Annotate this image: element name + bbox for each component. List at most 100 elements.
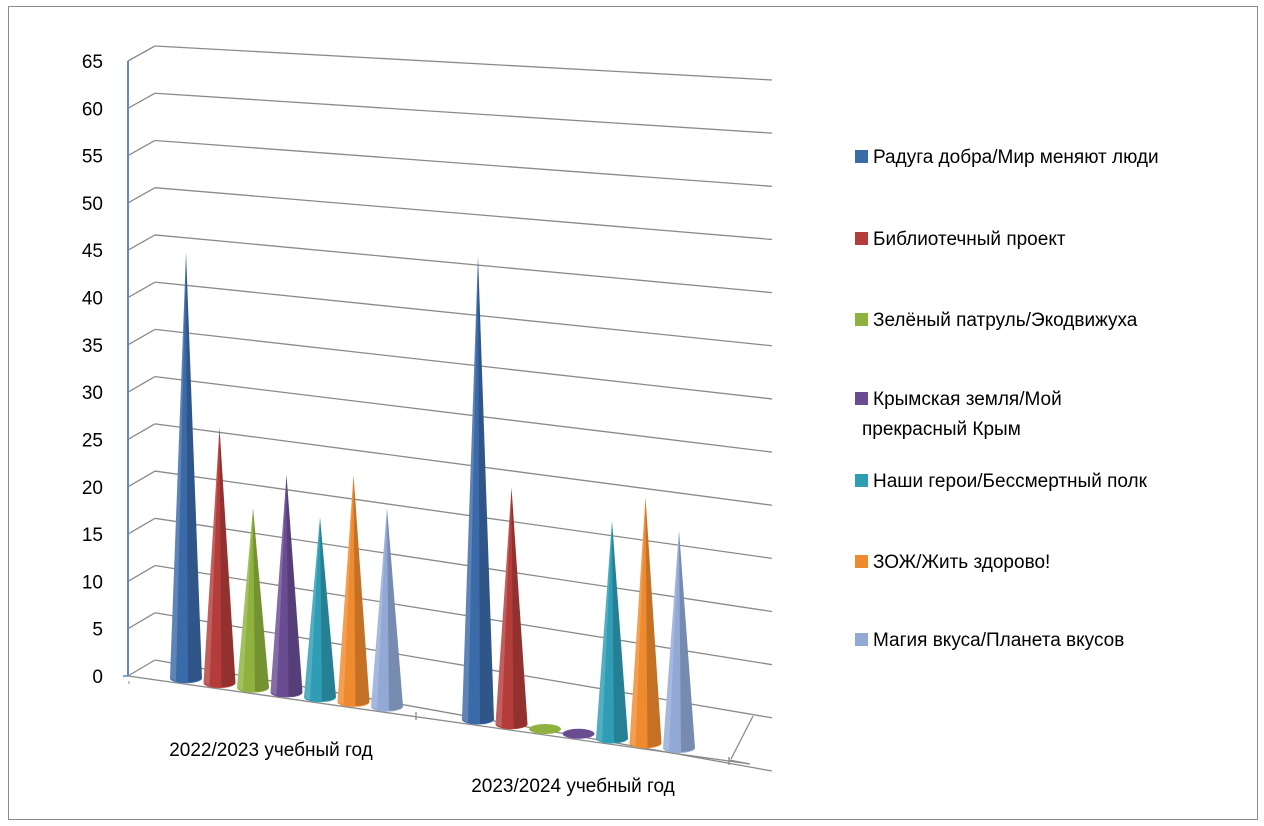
gridline-side: [127, 517, 156, 535]
legend-swatch: [855, 313, 868, 326]
y-tick-label: 65: [82, 52, 103, 73]
y-tick-label: 5: [92, 620, 103, 641]
cone: [270, 474, 303, 698]
y-tick-label: 55: [82, 147, 103, 168]
gridline-side: [127, 470, 156, 488]
legend-item: ЗОЖ/Жить здорово!: [855, 552, 1050, 573]
cone-highlight: [337, 474, 354, 705]
legend: Радуга добра/Мир меняют люди Библиотечный…: [855, 147, 1159, 651]
cone: [337, 474, 370, 707]
y-tick-label: 15: [82, 525, 103, 546]
cone-shade: [286, 474, 303, 697]
gridline: [154, 187, 773, 241]
cone-highlight: [596, 520, 612, 742]
gridline: [154, 234, 773, 294]
cone: [663, 530, 695, 753]
cone: [596, 520, 628, 744]
cone-shade: [387, 507, 403, 711]
legend-label: ЗОЖ/Жить здорово!: [873, 552, 1050, 573]
legend-label: Библиотечный проект: [873, 229, 1066, 250]
cone-base-zero: [562, 728, 595, 739]
gridlines: [127, 45, 773, 772]
y-tick-label: 20: [82, 478, 103, 499]
gridline-side: [127, 376, 156, 393]
legend-item: Крымская земля/Мой прекрасный Крым: [855, 389, 1062, 440]
category-labels: 2022/2023 учебный год 2023/2024 учебный г…: [169, 740, 675, 797]
cone-base-zero: [529, 723, 561, 734]
cone-shade: [253, 507, 269, 692]
cone-highlight: [203, 427, 220, 686]
legend-item: Зелёный патруль/Экодвижуха: [855, 310, 1138, 331]
cone: [170, 252, 202, 684]
y-tick-label: 40: [82, 289, 103, 310]
gridline-side: [127, 139, 156, 157]
gridline: [154, 281, 773, 347]
y-tick-label: 25: [82, 430, 103, 451]
cone-highlight: [462, 255, 478, 723]
gridline-side: [127, 659, 156, 677]
gridline-side: [127, 45, 156, 62]
floor-right-edge: [730, 715, 754, 760]
cone-shade: [612, 520, 628, 743]
cones: [170, 252, 695, 753]
cone-highlight: [304, 517, 320, 701]
cone-shade: [679, 530, 695, 752]
legend-swatch: [855, 555, 868, 568]
cone-shade: [645, 497, 662, 748]
gridline: [154, 375, 773, 453]
cone-shade: [320, 517, 336, 702]
gridline-side: [127, 564, 156, 582]
cone: [203, 427, 236, 688]
y-tick-label: 45: [82, 241, 103, 262]
cone: [371, 507, 403, 712]
gridline-side: [127, 612, 156, 630]
gridline-side: [127, 92, 156, 109]
cone-shade: [478, 255, 494, 724]
cone: [462, 255, 494, 725]
cone-shade: [219, 427, 236, 687]
legend-label: Радуга добра/Мир меняют люди: [873, 147, 1159, 168]
gridline: [154, 517, 773, 613]
gridline: [154, 92, 773, 134]
legend-label: Крымская земля/Мой прекрасный Крым: [862, 389, 1062, 440]
cone-highlight: [170, 252, 186, 682]
category-label: 2023/2024 учебный год: [471, 776, 675, 797]
floor-front-edge: [127, 675, 751, 765]
cone-shade: [353, 474, 370, 706]
legend-item: Радуга добра/Мир меняют люди: [855, 147, 1159, 168]
cone-highlight: [371, 507, 387, 710]
y-tick-label: 30: [82, 383, 103, 404]
gridline: [154, 139, 773, 187]
axes: [123, 61, 754, 765]
cone-highlight: [663, 530, 679, 751]
gridline-side: [127, 187, 156, 204]
cone-highlight: [270, 474, 287, 696]
legend-swatch: [855, 392, 868, 405]
legend-item: Наши герои/Бессмертный полк: [855, 471, 1148, 492]
cone-shade: [186, 252, 202, 683]
floor-front-edge: [728, 759, 751, 765]
gridline-side: [127, 423, 156, 441]
category-label: 2022/2023 учебный год: [169, 740, 373, 761]
y-tick-label: 10: [82, 572, 103, 593]
legend-label: Магия вкуса/Планета вкусов: [873, 630, 1124, 651]
legend-label: Зелёный патруль/Экодвижуха: [873, 310, 1138, 331]
legend-swatch: [855, 150, 868, 163]
gridline: [154, 45, 773, 81]
gridline: [154, 470, 773, 560]
cone: [304, 517, 336, 703]
y-tick-label: 35: [82, 336, 103, 357]
gridline-side: [127, 234, 156, 251]
cone: [495, 487, 528, 730]
cone-highlight: [237, 507, 253, 691]
y-tick-label: 60: [82, 99, 103, 120]
cone-highlight: [495, 487, 512, 728]
legend-label: Наши герои/Бессмертный полк: [873, 471, 1148, 492]
cone: [629, 497, 662, 749]
gridline: [154, 328, 773, 400]
cone-shade: [511, 487, 528, 729]
legend-item: Магия вкуса/Планета вкусов: [855, 630, 1124, 651]
gridline: [154, 423, 773, 506]
cone-highlight: [629, 497, 646, 747]
